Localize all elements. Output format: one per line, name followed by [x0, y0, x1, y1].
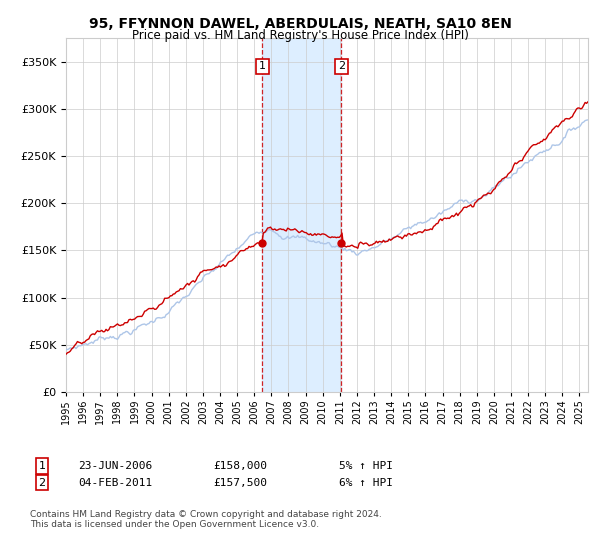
Text: 1: 1 [38, 461, 46, 471]
Text: 2: 2 [38, 478, 46, 488]
Text: £157,500: £157,500 [213, 478, 267, 488]
Text: 6% ↑ HPI: 6% ↑ HPI [339, 478, 393, 488]
Text: 1: 1 [259, 62, 266, 71]
Text: Contains HM Land Registry data © Crown copyright and database right 2024.
This d: Contains HM Land Registry data © Crown c… [30, 510, 382, 529]
Text: 2: 2 [338, 62, 345, 71]
Text: £158,000: £158,000 [213, 461, 267, 471]
Text: 5% ↑ HPI: 5% ↑ HPI [339, 461, 393, 471]
Text: Price paid vs. HM Land Registry's House Price Index (HPI): Price paid vs. HM Land Registry's House … [131, 29, 469, 42]
Text: 23-JUN-2006: 23-JUN-2006 [78, 461, 152, 471]
Text: 95, FFYNNON DAWEL, ABERDULAIS, NEATH, SA10 8EN: 95, FFYNNON DAWEL, ABERDULAIS, NEATH, SA… [89, 17, 511, 31]
Bar [262, 38, 341, 392]
Text: 04-FEB-2011: 04-FEB-2011 [78, 478, 152, 488]
